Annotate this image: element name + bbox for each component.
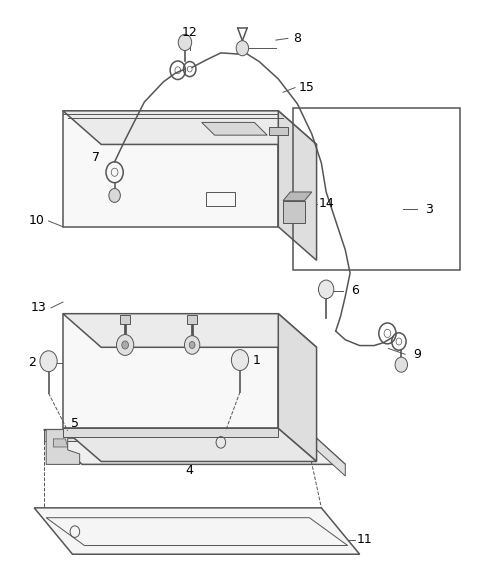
Text: 8: 8: [293, 32, 301, 45]
Polygon shape: [283, 200, 305, 223]
Circle shape: [189, 342, 195, 349]
Text: 10: 10: [29, 214, 45, 227]
Text: 5: 5: [71, 417, 79, 431]
Text: 6: 6: [351, 284, 359, 297]
Circle shape: [319, 280, 334, 299]
Polygon shape: [53, 439, 68, 447]
Polygon shape: [34, 508, 360, 554]
Text: 9: 9: [413, 348, 421, 361]
Polygon shape: [63, 428, 317, 461]
Polygon shape: [63, 428, 278, 436]
Text: 2: 2: [28, 357, 36, 370]
Polygon shape: [63, 111, 317, 145]
Circle shape: [236, 41, 249, 56]
Circle shape: [109, 188, 120, 202]
Text: 13: 13: [31, 302, 47, 314]
Polygon shape: [44, 429, 345, 464]
Polygon shape: [202, 123, 267, 135]
Circle shape: [395, 357, 408, 372]
Polygon shape: [278, 111, 317, 260]
Polygon shape: [46, 429, 101, 464]
Polygon shape: [187, 315, 197, 324]
Text: 12: 12: [182, 26, 198, 39]
Circle shape: [40, 351, 57, 372]
Polygon shape: [278, 314, 317, 461]
Polygon shape: [44, 429, 307, 441]
Circle shape: [231, 350, 249, 371]
Polygon shape: [307, 429, 345, 476]
Text: 14: 14: [318, 197, 334, 210]
Polygon shape: [120, 315, 130, 324]
Circle shape: [122, 341, 129, 349]
Polygon shape: [269, 127, 288, 135]
Text: 3: 3: [425, 203, 433, 216]
Text: 11: 11: [357, 533, 372, 546]
Text: 4: 4: [186, 464, 194, 476]
Circle shape: [178, 34, 192, 51]
Polygon shape: [63, 314, 278, 428]
Circle shape: [184, 336, 200, 354]
Text: 1: 1: [253, 354, 261, 367]
Circle shape: [117, 335, 134, 356]
Polygon shape: [63, 314, 317, 347]
Polygon shape: [182, 435, 247, 448]
Polygon shape: [283, 192, 312, 200]
Polygon shape: [63, 111, 278, 227]
Text: 7: 7: [93, 150, 100, 164]
Polygon shape: [87, 435, 142, 448]
Text: 15: 15: [299, 81, 315, 94]
